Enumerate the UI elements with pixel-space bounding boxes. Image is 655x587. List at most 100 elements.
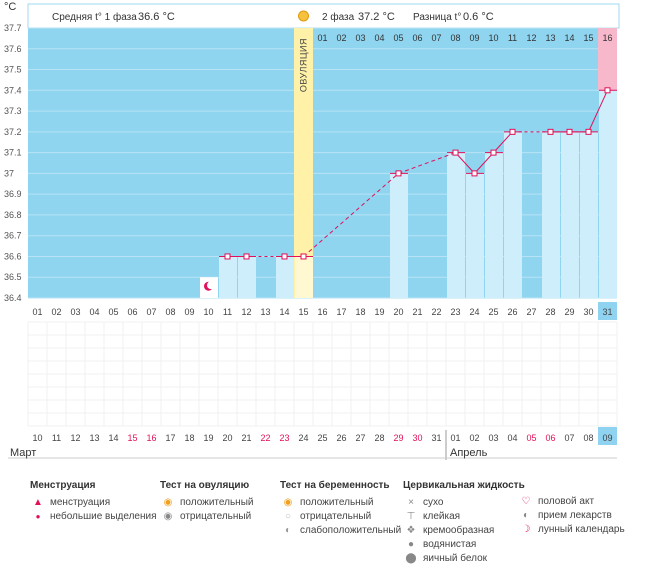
temperature-bar [219,256,237,298]
y-tick-label: 37 [4,168,14,178]
y-tick-label: 37.1 [4,148,22,158]
menstruation-icon: ▲ [33,496,43,508]
phase1-value: 36.6 °C [138,11,175,23]
header-band [27,3,620,29]
temperature-line [474,152,494,174]
luteal-day-label: 15 [583,33,593,43]
legend-menstruation-title: Менструация [30,480,96,491]
date-label: 30 [412,433,422,443]
cycle-day-label: 11 [223,307,232,317]
y-tick-label: 36.7 [4,231,22,241]
cycle-day-label: 02 [51,307,61,317]
temperature-point [300,253,307,260]
temperature-point [566,128,573,135]
temperature-line-dashed [303,173,399,257]
legend-item: яичный белок [423,552,488,564]
y-tick-label: 37.3 [4,106,22,116]
diff-value: 0.6 °C [463,11,494,23]
cycle-day-label: 07 [146,307,156,317]
date-label: 24 [298,433,308,443]
ovulation-positive-icon: ◉ [163,496,173,508]
date-label: 17 [165,433,175,443]
cycle-day-label: 25 [488,307,498,317]
temperature-point [281,253,288,260]
luteal-day-label: 02 [336,33,346,43]
luteal-day-label: 10 [488,33,498,43]
legend-item: положительный [180,496,254,508]
cycle-day-label: 23 [450,307,460,317]
legend-ovulation-title: Тест на овуляцию [160,480,250,491]
cycle-day-label: 22 [431,307,441,317]
cycle-day-label: 15 [298,307,308,317]
month-label-april: Апрель [450,447,488,459]
temperature-bar [390,173,408,298]
date-label: 19 [203,433,213,443]
cycle-day-label: 20 [393,307,403,317]
temperature-point [452,149,459,156]
temperature-bar [485,152,503,298]
pregnancy-positive-icon: ◉ [283,496,293,508]
temperature-bar [561,131,579,298]
luteal-day-label: 03 [355,33,365,43]
temperature-bar [447,152,465,298]
temperature-point [509,128,516,135]
luteal-day-label: 05 [393,33,403,43]
legend-cervical: Цервикальная жидкость × сухо ⊤ клейкая ❖ кр… [403,480,525,565]
y-tick-label: 36.6 [4,251,22,261]
temperature-line [455,152,475,174]
y-tick-label: 37.2 [4,127,22,137]
temperature-point [243,253,250,260]
temperature-bar [276,256,294,298]
cycle-day-label: 06 [127,307,137,317]
sticky-icon: ⊤ [406,510,416,522]
plot-background [28,28,617,298]
legend-item: слабоположительный [300,524,402,536]
y-tick-label: 36.8 [4,210,22,220]
sun-icon [298,10,309,22]
cycle-day-label: 19 [374,307,384,317]
date-label: 20 [222,433,232,443]
bbt-chart: Средняя t° 1 фаза 36.6 °C 2 фаза 37.2 °C Раз… [4,1,620,460]
date-label: 05 [526,433,536,443]
temperature-point [604,87,611,94]
phase2-value: 37.2 °C [358,11,395,23]
temperature-line [588,90,608,133]
cycle-day-label: 08 [165,307,175,317]
heart-icon: ♡ [521,495,531,507]
legend-item: положительный [300,496,374,508]
legend-ovulation-test: Тест на овуляцию ◉ положительный ◉ отрицат… [160,480,253,523]
date-label: 23 [279,433,289,443]
temperature-bar [542,131,560,298]
temperature-line [493,131,513,153]
ovulation-negative-icon: ◉ [163,510,173,522]
diff-label: Разница t° [413,12,461,23]
last-day-highlight [598,46,617,91]
legend-menstruation: Менструация ▲ менструация ● небольшие выде… [30,480,157,523]
legend-item: кремообразная [423,524,495,536]
luteal-day-label: 04 [374,33,384,43]
temperature-bar [295,256,313,298]
phase1-label: Средняя t° 1 фаза [52,11,137,23]
moon-icon: ☽ [521,523,531,535]
cycle-day-label: 27 [526,307,536,317]
egg-white-icon: ⬤ [405,552,417,564]
cycle-day-label: 05 [108,307,118,317]
date-label: 06 [545,433,555,443]
cycle-day-label: 04 [89,307,99,317]
cycle-day-label: 14 [279,307,289,317]
date-label: 10 [32,433,42,443]
legend-item: небольшие выделения [50,510,157,522]
luteal-day-label: 16 [602,33,612,43]
cycle-day-label: 26 [507,307,517,317]
cycle-day-label: 13 [260,307,270,317]
legend-item: клейкая [423,510,461,522]
cycle-day-label: 28 [545,307,555,317]
temperature-bar [599,90,617,298]
temperature-point [471,170,478,177]
date-label: 26 [336,433,346,443]
y-tick-label: 37.7 [4,23,22,33]
month-label-march: Март [10,447,36,459]
legend-cervical-title: Цервикальная жидкость [403,480,525,491]
date-label: 16 [146,433,156,443]
legend-item: половой акт [538,495,595,507]
